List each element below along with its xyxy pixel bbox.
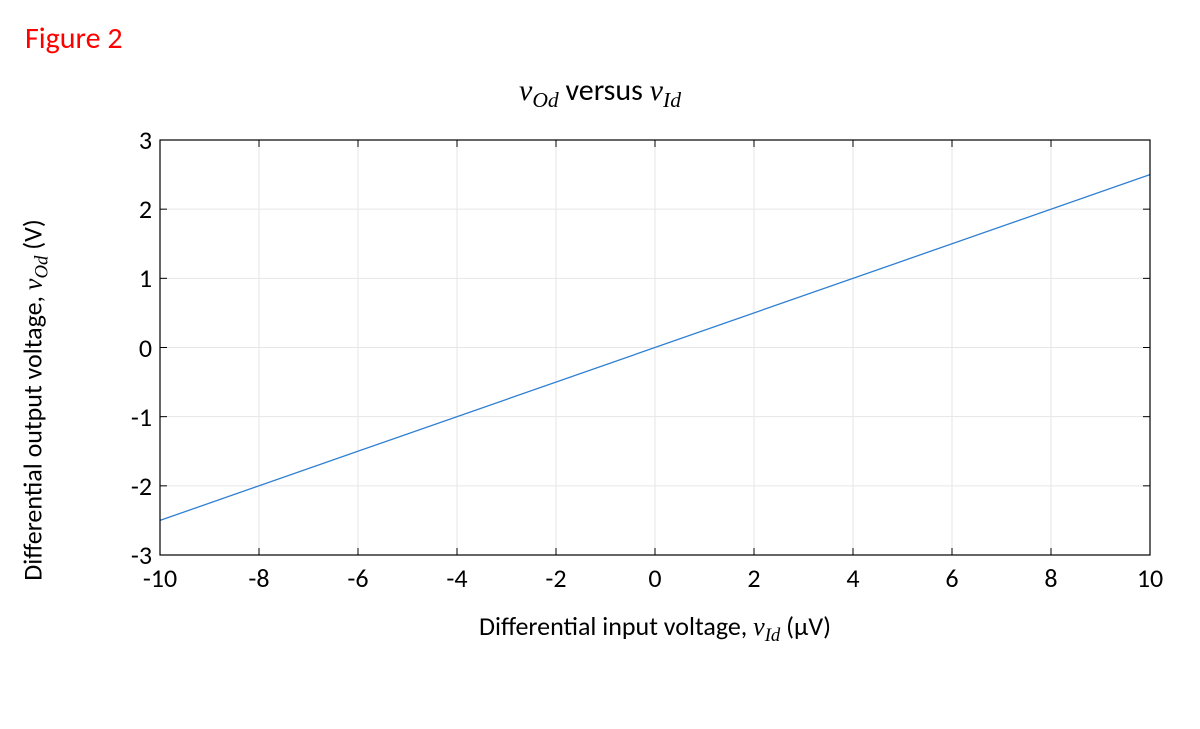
plot-area [160, 140, 1150, 555]
ylabel-sub: Od [32, 256, 53, 279]
xlabel-sub: Id [765, 625, 781, 646]
ytick-label: 1 [139, 262, 152, 294]
title-v2: v [650, 74, 663, 107]
title-sub2: Id [663, 88, 681, 112]
ylabel-v: v [18, 279, 47, 291]
x-axis-label: Differential input voltage, vId (μV) [160, 610, 1150, 647]
xlabel-pre: Differential input voltage, [479, 610, 753, 642]
xtick-label: 4 [846, 562, 859, 594]
plot-svg [160, 140, 1150, 555]
xlabel-v: v [753, 612, 765, 641]
title-mid: versus [559, 72, 650, 109]
xlabel-unit: (μV) [780, 610, 831, 642]
xtick-label: -4 [446, 562, 467, 594]
ytick-label: 3 [139, 124, 152, 156]
title-v1: v [519, 74, 532, 107]
xtick-label: 8 [1044, 562, 1057, 594]
ylabel-pre: Differential output voltage, [16, 290, 48, 581]
ylabel-unit: (V) [16, 219, 48, 255]
xtick-label: 2 [747, 562, 760, 594]
ytick-label: -2 [131, 470, 152, 502]
xtick-label: 6 [945, 562, 958, 594]
ytick-label: -1 [131, 401, 152, 433]
xtick-label: -6 [347, 562, 368, 594]
xtick-label: -8 [248, 562, 269, 594]
y-axis-label: Differential output voltage, vOd (V) [16, 219, 53, 580]
xtick-label: -2 [545, 562, 566, 594]
figure-label: Figure 2 [25, 20, 123, 57]
ytick-label: 2 [139, 193, 152, 225]
chart-title: vOd versus vId [0, 72, 1200, 113]
plot-wrapper: Differential output voltage, vOd (V) Dif… [60, 120, 1170, 680]
ytick-label: 0 [139, 332, 152, 364]
title-sub1: Od [532, 88, 558, 112]
xtick-label: 10 [1137, 562, 1163, 594]
xtick-label: 0 [648, 562, 661, 594]
xtick-label: -10 [143, 562, 177, 594]
